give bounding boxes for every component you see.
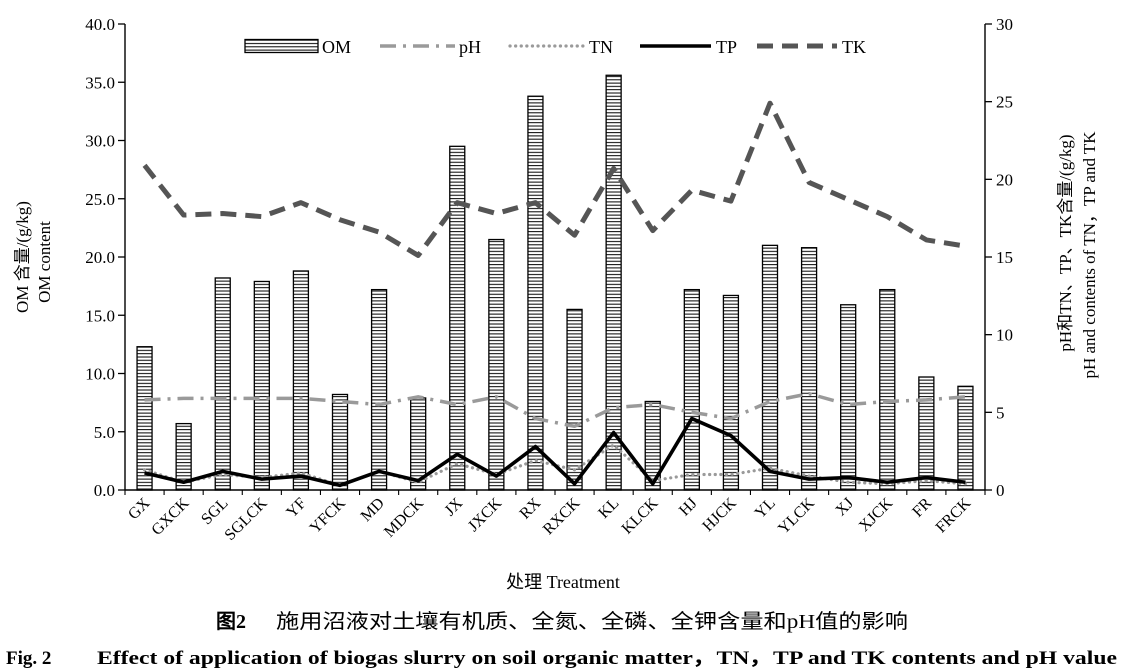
line-ph [144, 391, 966, 429]
bar-om-rxck [566, 308, 583, 491]
legend-swatch-om [244, 38, 319, 54]
y-tick-label-10.0: 10.0 [85, 365, 115, 384]
legend-label-om: OM [322, 37, 351, 57]
legend-label-tk: TK [842, 37, 866, 57]
y2-tick-label-30: 30 [996, 15, 1013, 34]
x-tick-label-ylck: YLCK [775, 494, 818, 537]
x-tick-label-md: MD [358, 495, 388, 525]
y2-tick-label-0: 0 [996, 481, 1005, 500]
x-tick-label-gxck: GXCK [148, 494, 192, 538]
legend-label-tn: TN [589, 37, 613, 57]
bar-om-xjck [879, 288, 896, 491]
bar-om-hj [683, 288, 700, 491]
y2-tick-label-10: 10 [996, 326, 1013, 345]
bar-om-sgl [214, 277, 231, 491]
y-tick-label-0.0: 0.0 [94, 481, 115, 500]
x-tick-label-gx: GX [125, 494, 154, 523]
x-tick-label-jx: JX [442, 494, 467, 519]
x-tick-label-hjck: HJCK [699, 494, 740, 535]
bar-om-xj [840, 304, 857, 491]
x-tick-label-kl: KL [595, 495, 622, 522]
x-tick-label-klck: KLCK [619, 494, 662, 537]
caption-zh-label: 图2 [216, 610, 246, 633]
y2-axis-title-zh: pH和TN、TP、TK含量/(g/kg) [1056, 134, 1075, 351]
x-tick-label-rxck: RXCK [540, 494, 584, 538]
x-tick-label-xjck: XJCK [856, 494, 897, 535]
y-tick-label-30.0: 30.0 [85, 132, 115, 151]
caption-zh-text: 施用沼液对土壤有机质、全氮、全磷、全钾含量和pH值的影响 [276, 610, 908, 633]
x-tick-label-hj: HJ [676, 495, 701, 520]
y-tick-label-40.0: 40.0 [85, 15, 115, 34]
y-tick-label-35.0: 35.0 [85, 73, 115, 92]
x-tick-label-sgl: SGL [198, 495, 231, 528]
x-tick-label-yf: YF [283, 495, 310, 522]
x-tick-label-frck: FRCK [933, 494, 975, 536]
x-tick-label-jxck: JXCK [465, 494, 506, 535]
bar-om-frck [957, 385, 974, 491]
line-tn [142, 443, 968, 487]
bar-om-fr [918, 376, 935, 491]
x-tick-label-xj: XJ [832, 495, 857, 520]
bar-om-kl [605, 74, 622, 491]
y2-tick-label-25: 25 [996, 93, 1013, 112]
legend-label-tp: TP [716, 37, 737, 57]
bar-om-yfck [331, 393, 349, 491]
bar-om-rx [527, 95, 544, 491]
line-tk [142, 100, 966, 258]
y2-tick-label-20: 20 [996, 170, 1013, 189]
x-axis-title: 处理 Treatment [506, 572, 620, 592]
x-tick-label-mdck: MDCK [381, 494, 427, 540]
y-axis-title-en: OM content [35, 221, 54, 303]
bar-om-hjck [722, 294, 740, 491]
x-tick-label-sglck: SGLCK [222, 494, 271, 543]
y2-axis-title-en: pH and contents of TN，TP and TK [1080, 131, 1099, 379]
y2-tick-label-15: 15 [996, 248, 1013, 267]
y-tick-label-15.0: 15.0 [85, 306, 115, 325]
legend-label-ph: pH [459, 37, 481, 57]
bar-om-sglck [253, 280, 270, 491]
caption-en-label: Fig. 2 [6, 648, 51, 669]
caption-en-text: Effect of application of biogas slurry o… [97, 648, 1117, 669]
x-tick-label-fr: FR [909, 495, 935, 521]
x-tick-label-yfck: YFCK [307, 494, 350, 537]
bar-om-jx [449, 145, 466, 491]
bar-om-md [370, 288, 388, 491]
y-tick-label-20.0: 20.0 [85, 248, 115, 267]
bar-om-yf [292, 270, 310, 491]
y2-tick-label-5: 5 [996, 403, 1005, 422]
bar-om-jxck [488, 238, 505, 491]
series-lines [142, 100, 968, 488]
y-tick-label-25.0: 25.0 [85, 190, 115, 209]
x-tick-label-yl: YL [752, 495, 779, 522]
x-tick-label-rx: RX [517, 494, 545, 522]
y-tick-label-5.0: 5.0 [94, 423, 115, 442]
y-axis-title-zh: OM 含量/(g/kg) [13, 201, 32, 313]
legend: OM pH TN TP TK [244, 37, 866, 57]
bar-om-ylck [800, 247, 818, 491]
line-tp [144, 416, 966, 488]
om-bars [136, 74, 974, 491]
bar-om-yl [761, 244, 779, 491]
